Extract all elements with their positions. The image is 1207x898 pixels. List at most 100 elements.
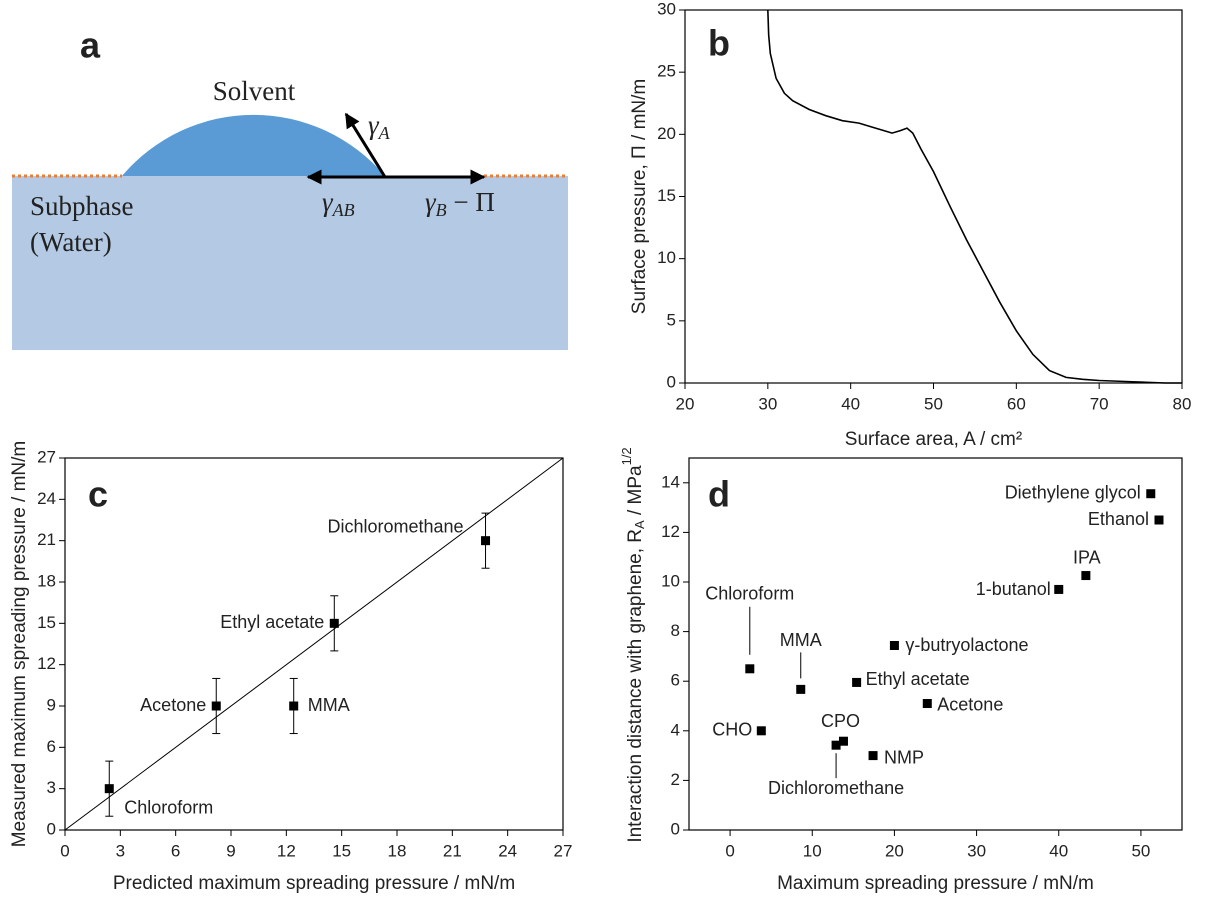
y-axis-label: Interaction distance with graphene, RA /… bbox=[619, 447, 647, 842]
y-tick-label: 10 bbox=[661, 571, 680, 590]
point bbox=[289, 701, 299, 711]
x-tick-label: 50 bbox=[1131, 841, 1150, 860]
panel-label: b bbox=[708, 23, 730, 64]
y-tick-label: 9 bbox=[47, 695, 56, 714]
y-tick-label: 24 bbox=[37, 489, 56, 508]
point-label: Dichloromethane bbox=[768, 778, 904, 798]
point-label: IPA bbox=[1073, 547, 1101, 567]
y-tick-label: 30 bbox=[657, 0, 676, 18]
subphase-label: (Water) bbox=[30, 227, 112, 257]
x-tick-label: 70 bbox=[1090, 394, 1109, 413]
point-label: Ethyl acetate bbox=[220, 612, 324, 632]
y-tick-label: 0 bbox=[671, 819, 680, 838]
point-label: MMA bbox=[308, 695, 350, 715]
x-tick-label: 0 bbox=[60, 841, 69, 860]
point bbox=[329, 618, 339, 628]
subphase-label: Subphase bbox=[30, 191, 134, 221]
label-text: Interaction distance with graphene, R bbox=[625, 529, 646, 843]
point-label: Dichloromethane bbox=[327, 516, 463, 536]
x-tick-label: 27 bbox=[554, 841, 573, 860]
x-tick-label: 18 bbox=[388, 841, 407, 860]
symbol: γ bbox=[368, 110, 380, 140]
superscript: 1/2 bbox=[619, 447, 634, 465]
suffix: − Π bbox=[447, 187, 495, 217]
y-tick-label: 0 bbox=[47, 819, 56, 838]
x-tick-label: 20 bbox=[676, 394, 695, 413]
point bbox=[889, 640, 899, 650]
point-label: 1-butanol bbox=[976, 579, 1051, 599]
point-label: γ-butryolactone bbox=[905, 635, 1028, 655]
y-tick-label: 6 bbox=[671, 671, 680, 690]
point bbox=[868, 751, 878, 761]
x-axis-label: Maximum spreading pressure / mN/m bbox=[777, 873, 1094, 894]
y-tick-label: 6 bbox=[47, 737, 56, 756]
plot-frame bbox=[64, 457, 564, 831]
x-tick-label: 12 bbox=[277, 841, 296, 860]
subscript: B bbox=[436, 200, 447, 220]
y-tick-label: 14 bbox=[661, 472, 680, 491]
data-line bbox=[767, 9, 1182, 384]
y-tick-label: 10 bbox=[657, 248, 676, 267]
symbol: γ bbox=[322, 187, 334, 217]
x-tick-label: 9 bbox=[226, 841, 235, 860]
point-label: Diethylene glycol bbox=[1005, 482, 1141, 502]
point bbox=[756, 726, 766, 736]
x-tick-label: 0 bbox=[725, 841, 734, 860]
gamma-label: γAB bbox=[322, 187, 355, 220]
point bbox=[745, 664, 755, 674]
y-tick-label: 0 bbox=[667, 372, 676, 391]
subscript: AB bbox=[332, 200, 355, 220]
point-label: Chloroform bbox=[705, 584, 794, 604]
symbol: γ bbox=[425, 187, 437, 217]
point bbox=[481, 536, 491, 546]
point bbox=[104, 784, 114, 794]
y-tick-label: 21 bbox=[37, 530, 56, 549]
y-tick-label: 12 bbox=[661, 522, 680, 541]
y-tick-label: 5 bbox=[667, 310, 676, 329]
y-tick-label: 8 bbox=[671, 621, 680, 640]
point bbox=[838, 736, 848, 746]
point bbox=[831, 740, 841, 750]
y-tick-label: 12 bbox=[37, 654, 56, 673]
droplet bbox=[122, 114, 385, 176]
panel-label: a bbox=[80, 25, 101, 66]
point-label: CPO bbox=[821, 711, 860, 731]
point-label: CHO bbox=[712, 720, 752, 740]
point bbox=[1054, 584, 1064, 594]
x-tick-label: 30 bbox=[758, 394, 777, 413]
gamma-label: γA bbox=[368, 110, 391, 143]
y-axis-label: Measured maximum spreading pressure / mN… bbox=[9, 441, 30, 848]
x-tick-label: 60 bbox=[1007, 394, 1026, 413]
point bbox=[852, 677, 862, 687]
y-tick-label: 3 bbox=[47, 778, 56, 797]
point bbox=[796, 684, 806, 694]
y-tick-label: 4 bbox=[671, 720, 680, 739]
y-axis-label: Surface pressure, Π / mN/m bbox=[629, 79, 650, 314]
point-label: NMP bbox=[884, 747, 924, 767]
panel-label: d bbox=[708, 474, 730, 515]
water bbox=[12, 176, 568, 350]
x-tick-label: 80 bbox=[1173, 394, 1192, 413]
x-tick-label: 50 bbox=[924, 394, 943, 413]
x-tick-label: 40 bbox=[841, 394, 860, 413]
x-tick-label: 40 bbox=[1049, 841, 1068, 860]
label-text: / MPa bbox=[625, 465, 646, 520]
point bbox=[1146, 489, 1156, 499]
x-tick-label: 6 bbox=[171, 841, 180, 860]
subscript: A bbox=[632, 520, 647, 529]
panel-label: c bbox=[88, 474, 108, 515]
point-label: Ethanol bbox=[1088, 509, 1149, 529]
point-label: Chloroform bbox=[124, 797, 213, 817]
point-label: Ethyl acetate bbox=[866, 669, 970, 689]
point bbox=[922, 699, 932, 709]
plot-frame bbox=[688, 457, 1183, 831]
point-label: Acetone bbox=[140, 695, 206, 715]
subscript: A bbox=[378, 123, 391, 143]
point-label: Acetone bbox=[937, 694, 1003, 714]
x-tick-label: 20 bbox=[885, 841, 904, 860]
y-tick-label: 20 bbox=[657, 124, 676, 143]
x-tick-label: 30 bbox=[967, 841, 986, 860]
solvent-label: Solvent bbox=[213, 76, 296, 106]
